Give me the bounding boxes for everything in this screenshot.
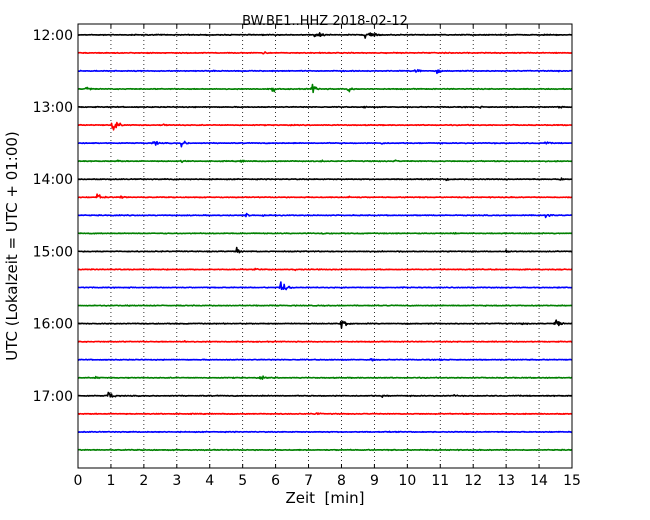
ticks: 0 1 2 3 4 5 6 7 8 9 10 11 12 13 14 1512:0013:0014:0015:… <box>33 24 581 489</box>
trace-1745 <box>77 448 573 452</box>
y-tick-label: 15:00 <box>33 244 73 260</box>
trace-1530 <box>77 281 573 291</box>
trace-1245 <box>77 83 573 94</box>
y-tick-label: 13:00 <box>33 100 73 116</box>
x-tick-label: 1 <box>106 473 115 489</box>
trace-1700 <box>77 391 573 399</box>
x-tick-label: 9 <box>370 473 379 489</box>
x-tick-label: 2 <box>139 473 148 489</box>
trace-1415 <box>77 193 573 199</box>
x-tick-label: 14 <box>530 473 548 489</box>
trace-1630 <box>77 358 573 362</box>
y-tick-label: 16:00 <box>33 317 73 333</box>
y-tick-label: 14:00 <box>33 172 73 188</box>
x-axis-label: Zeit [min] <box>285 489 364 507</box>
y-axis-label: UTC (Lokalzeit = UTC + 01:00) <box>3 131 21 361</box>
x-tick-label: 10 <box>398 473 416 489</box>
trace-1330 <box>77 140 573 148</box>
x-tick-label: 4 <box>205 473 214 489</box>
traces <box>77 32 573 452</box>
trace-1230 <box>77 68 573 75</box>
trace-1300 <box>77 105 573 109</box>
grid <box>110 24 540 468</box>
trace-1445 <box>77 231 573 235</box>
chart-title: BW.BE1..HHZ 2018-02-12 <box>242 14 408 29</box>
trace-1545 <box>77 304 573 307</box>
trace-1515 <box>77 267 573 272</box>
x-tick-label: 13 <box>497 473 515 489</box>
x-tick-label: 5 <box>238 473 247 489</box>
trace-1615 <box>77 340 573 343</box>
x-tick-label: 0 <box>74 473 83 489</box>
x-tick-label: 3 <box>172 473 181 489</box>
trace-1430 <box>77 212 573 219</box>
y-tick-label: 12:00 <box>33 28 73 44</box>
trace-1715 <box>77 412 573 416</box>
trace-1500 <box>77 246 573 254</box>
trace-1315 <box>77 121 573 131</box>
y-tick-label: 17:00 <box>33 389 73 405</box>
trace-1215 <box>77 51 573 55</box>
trace-1345 <box>77 159 573 164</box>
x-tick-label: 15 <box>563 473 581 489</box>
trace-1200 <box>77 32 573 39</box>
plot-frame <box>77 23 573 469</box>
trace-1600 <box>77 319 573 329</box>
x-tick-label: 12 <box>464 473 482 489</box>
x-tick-label: 7 <box>304 473 313 489</box>
trace-1400 <box>77 177 573 182</box>
x-tick-label: 8 <box>337 473 346 489</box>
x-tick-label: 11 <box>431 473 449 489</box>
trace-1645 <box>77 375 573 380</box>
trace-1730 <box>77 430 573 434</box>
x-tick-label: 6 <box>271 473 280 489</box>
